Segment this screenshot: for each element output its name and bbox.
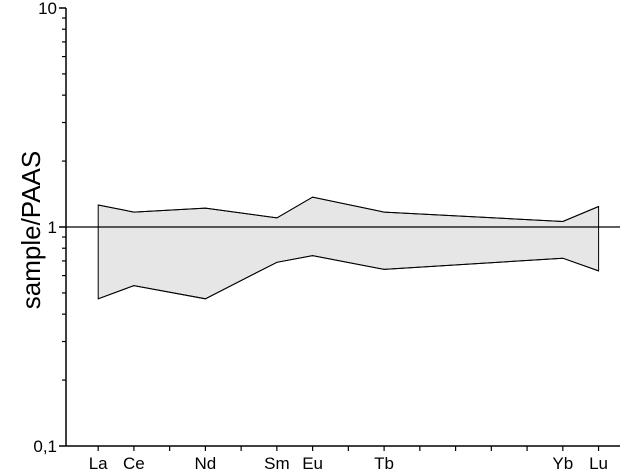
lower-bound-line bbox=[98, 255, 599, 300]
x-tick-label: Eu bbox=[302, 454, 323, 472]
y-tick-label: 10 bbox=[38, 0, 57, 18]
x-tick-label: La bbox=[89, 454, 108, 472]
x-tick-label: Nd bbox=[195, 454, 217, 472]
envelope-area bbox=[97, 196, 600, 300]
upper-bound-line bbox=[98, 196, 599, 223]
x-tick-label: Lu bbox=[589, 454, 608, 472]
x-tick-label: Ce bbox=[123, 454, 145, 472]
x-tick-label: Yb bbox=[552, 454, 573, 472]
x-tick-label: Tb bbox=[374, 454, 394, 472]
y-tick-label: 0,1 bbox=[33, 437, 57, 456]
x-tick-label: Sm bbox=[264, 454, 290, 472]
y-axis-title: sample/PAAS bbox=[16, 151, 46, 309]
y-tick-label: 1 bbox=[48, 218, 57, 237]
